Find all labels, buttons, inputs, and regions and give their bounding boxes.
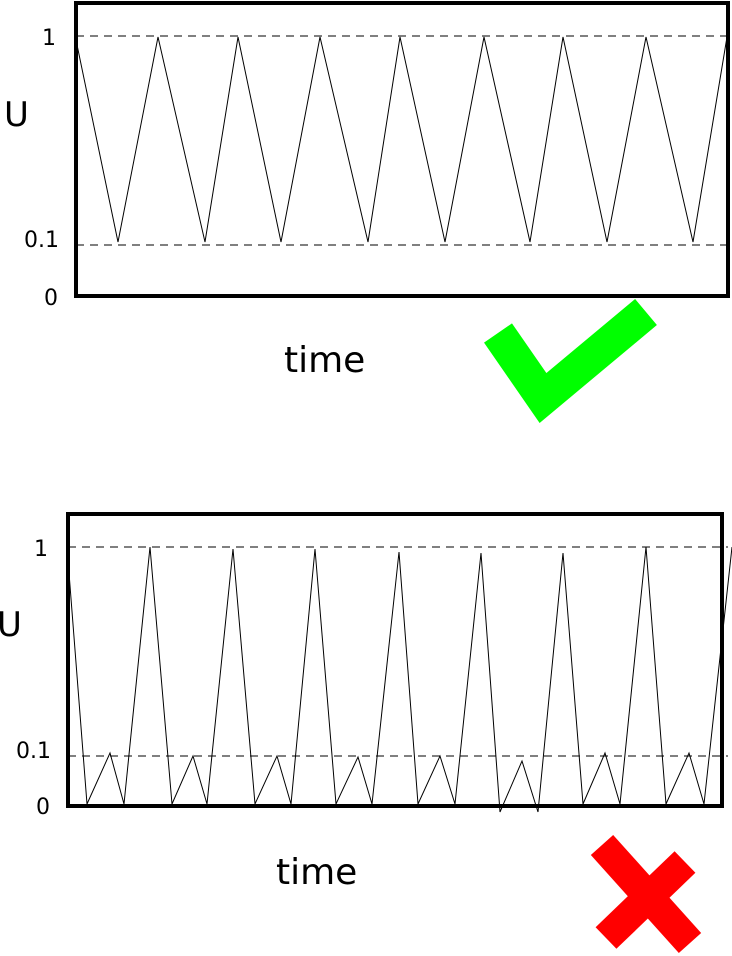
tick-label-0: 0 [44, 286, 58, 311]
signal-line [67, 546, 732, 813]
plot-frame [74, 1, 730, 298]
tick-label-0.1: 0.1 [24, 228, 59, 253]
tick-label-1: 1 [42, 26, 56, 51]
check-mark-icon [484, 298, 657, 423]
signal-line [75, 36, 728, 243]
y-axis-label: U [0, 605, 22, 645]
plot-frame [66, 512, 724, 808]
panel-correct: 1 0.1 0 U time [4, 1, 730, 423]
y-axis-label: U [4, 95, 29, 135]
tick-label-0: 0 [36, 795, 50, 820]
x-axis-label: time [276, 852, 357, 893]
tick-label-1: 1 [34, 537, 48, 562]
cross-mark-icon [590, 834, 702, 954]
x-axis-label: time [284, 340, 365, 381]
panel-incorrect: 1 0.1 0 U time [0, 512, 732, 954]
tick-label-0.1: 0.1 [16, 739, 51, 764]
